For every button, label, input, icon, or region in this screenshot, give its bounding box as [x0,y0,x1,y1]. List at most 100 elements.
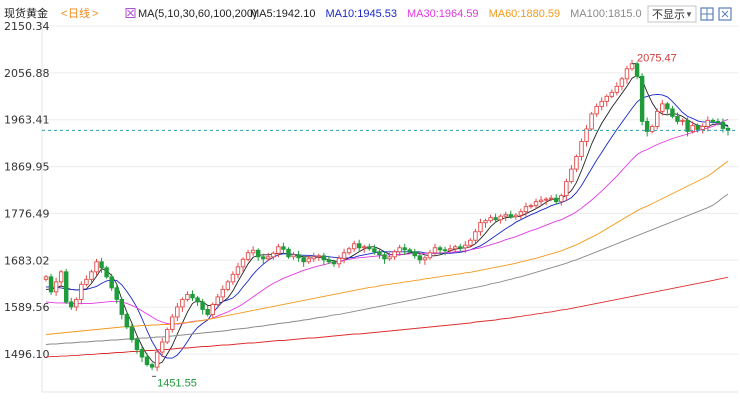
grid [41,12,738,393]
candle-body [195,297,200,303]
min-price-label: 1451.55 [157,377,197,389]
candle-body [63,271,69,303]
candle-body [74,298,79,308]
candle-body [124,313,130,328]
y-tick-label: 2150.34 [4,20,50,33]
y-axis-ticks: 2150.34 2056.88 1963.41 1869.95 1776.49 1683.… [4,20,50,361]
candle-body [614,85,620,93]
candle-body [493,217,498,221]
legend-item-3: MA30:1964.59 [407,8,479,20]
candle-body [261,256,266,260]
candle-body [447,248,453,251]
candle-body [321,255,327,261]
candle-body [634,63,640,77]
candle-body [296,254,301,259]
candle-body [240,258,246,268]
candle-body [422,257,428,261]
candle-body [139,349,145,358]
legend-item-5: MA100:1815.0 [570,8,642,20]
legend-item-4: MA60:1880.59 [489,8,561,20]
y-tick-label: 1963.41 [4,114,50,127]
candle-body [99,261,104,269]
candle-body [685,119,690,132]
max-price-label: 2075.47 [637,53,677,65]
candle-body [417,255,423,261]
candle-body [346,248,352,254]
grid-toggle-icon[interactable] [700,7,714,21]
candle-body [442,249,448,252]
candle-body [604,95,609,102]
candle-body [710,119,716,122]
candle-body [644,120,650,132]
candle-body [276,246,281,254]
hide-dropdown-arrow: ▼ [685,10,693,19]
candle-body [513,214,519,218]
candle-body [599,100,604,107]
candle-body [533,201,539,207]
candle-body [170,316,175,330]
hide-dropdown-label: 不显示 [652,8,685,21]
candle-body [291,254,296,258]
candle-body [432,247,438,254]
candle-body [48,276,54,293]
candle-body [650,125,655,132]
candle-body [271,252,276,258]
candle-body [503,214,508,217]
legend: 现货黄金 < 日线 > MA(5,10,30,60,100,200) MA5:1… [4,6,642,20]
candle-body [473,231,478,241]
candle-body [458,246,463,249]
candle-body [715,120,721,123]
candle-body [185,293,190,300]
candle-body [675,115,680,122]
candle-body [528,205,534,208]
candle-body [382,254,387,260]
candle-body [392,251,397,258]
candle-body [109,276,114,289]
candle-body [316,255,322,258]
candle-body [341,252,347,259]
y-tick-label: 1683.02 [4,254,50,267]
candle-body [200,301,205,310]
candle-body [695,124,700,130]
candle-body [331,261,337,265]
candle-body [245,252,251,260]
candle-body [144,356,150,366]
ma-line-ma10 [46,93,729,359]
y-tick-label: 1776.49 [4,207,50,220]
y-tick-label: 1589.56 [4,301,50,314]
candle-body [154,351,160,368]
toolbar: 不显示 ▼ [647,5,732,23]
candle-body [79,283,84,300]
candle-body [437,247,443,251]
y-tick-label: 1869.95 [4,161,50,174]
candle-body [564,181,569,197]
candle-body [220,288,226,298]
y-tick-label: 1496.10 [4,348,50,361]
candle-body [412,251,418,257]
candle-body [397,247,402,253]
candle-body [205,308,210,315]
candle-body [407,249,412,253]
hide-dropdown[interactable] [647,5,697,23]
instrument-name: 现货黄金 [4,6,48,20]
candle-body [367,246,372,250]
candle-body [402,247,407,251]
candle-body [58,271,64,283]
candle-body [89,271,94,280]
fullscreen-icon[interactable] [718,7,732,21]
candle-body [690,124,695,132]
candle-body [114,287,119,300]
period-selector[interactable]: 日线 [68,6,90,20]
candle-body [463,244,468,249]
candle-body [69,301,74,308]
candle-body [281,246,286,250]
candle-body [311,256,316,260]
candle-body [574,156,579,170]
candle-body [84,278,89,285]
legend-item-2: MA10:1945.53 [325,8,397,20]
candle-body [362,246,367,249]
candle-body [720,121,726,129]
candle-body [660,103,665,112]
candle-body [609,91,615,97]
